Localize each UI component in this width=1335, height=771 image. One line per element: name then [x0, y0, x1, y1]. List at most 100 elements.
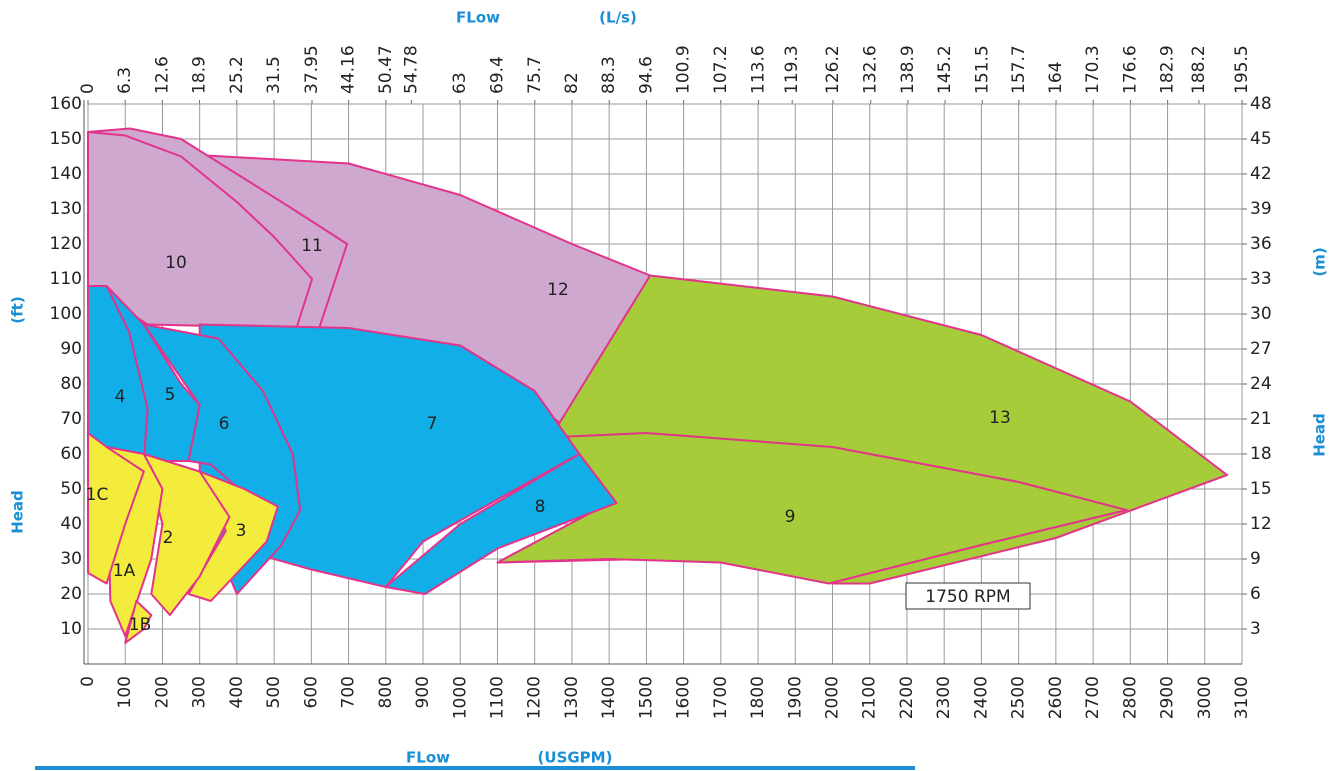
x2-tick-label: 151.5: [972, 45, 992, 94]
x-tick-label: 1400: [599, 676, 619, 719]
x2-tick-label: 126.2: [823, 45, 843, 94]
y-tick-label: 110: [50, 269, 82, 289]
region-label: 5: [165, 385, 176, 405]
x-tick-label: 1300: [562, 676, 582, 719]
region-label: 9: [785, 507, 796, 527]
y-tick-label: 60: [60, 444, 82, 464]
x-tick-label: 2100: [860, 676, 880, 719]
x2-tick-label: 12.6: [152, 56, 172, 94]
y2-title: Head: [1311, 413, 1329, 457]
x-tick-label: 1600: [674, 676, 694, 719]
y2-tick-label: 9: [1250, 549, 1261, 569]
y-tick-label: 150: [50, 129, 82, 149]
pump-region: [187, 470, 279, 602]
region-label: 7: [427, 414, 438, 434]
x-tick-label: 100: [115, 676, 135, 708]
region-label: 1A: [113, 561, 136, 581]
y-tick-label: 40: [60, 514, 82, 534]
x2-tick-label: 88.3: [599, 56, 619, 94]
y-tick-label: 80: [60, 374, 82, 394]
pump-region: [87, 432, 145, 585]
x2-tick-label: 195.5: [1232, 45, 1252, 94]
x2-tick-label: 18.9: [190, 56, 210, 94]
region-label: 13: [989, 408, 1011, 428]
x2-tick-label: 170.3: [1083, 45, 1103, 94]
region-label: 1C: [86, 485, 109, 505]
x2-tick-label: 138.9: [898, 45, 918, 94]
x2-tick-label: 94.6: [636, 56, 656, 94]
y-tick-label: 10: [60, 619, 82, 639]
x-tick-label: 2200: [897, 676, 917, 719]
x2-tick-label: 82: [562, 72, 582, 94]
y-tick-label: 160: [50, 94, 82, 114]
y-tick-label: 120: [50, 234, 82, 254]
x-tick-label: 2500: [1009, 676, 1029, 719]
x2-tick-label: 54.78: [401, 45, 421, 94]
y2-tick-label: 48: [1250, 94, 1272, 114]
y2-tick-label: 18: [1250, 444, 1272, 464]
x-tick-label: 400: [227, 676, 247, 708]
y-tick-label: 140: [50, 164, 82, 184]
region-label: 11: [301, 236, 323, 256]
x-tick-label: 600: [301, 676, 321, 708]
x2-tick-label: 113.6: [749, 45, 769, 94]
x-tick-label: 1000: [450, 676, 470, 719]
x-tick-label: 300: [190, 676, 210, 708]
x2-tick-label: 31.5: [264, 56, 284, 94]
y2-tick-label: 6: [1250, 584, 1261, 604]
y-tick-label: 50: [60, 479, 82, 499]
x2-tick-label: 188.2: [1189, 45, 1209, 94]
x-tick-label: 1200: [525, 676, 545, 719]
y-tick-label: 20: [60, 584, 82, 604]
x-tick-label: 2700: [1083, 676, 1103, 719]
x-tick-label: 2300: [934, 676, 954, 719]
region-label: 12: [547, 280, 569, 300]
y2-tick-label: 24: [1250, 374, 1272, 394]
region-label: 2: [163, 528, 174, 548]
region-label: 3: [236, 521, 247, 541]
y2-tick-label: 36: [1250, 234, 1272, 254]
x2-tick-label: 37.95: [302, 45, 322, 94]
x-tick-label: 1500: [636, 676, 656, 719]
y-title: Head: [9, 490, 27, 534]
x-tick-label: 1700: [711, 676, 731, 719]
annotation-box: [905, 582, 1031, 610]
region-label: 4: [115, 387, 126, 407]
x-tick-label: 2600: [1046, 676, 1066, 719]
x2-tick-label: 157.7: [1009, 45, 1029, 94]
y-tick-label: 70: [60, 409, 82, 429]
x2-tick-label: 25.2: [227, 56, 247, 94]
pump-region: [384, 453, 618, 595]
y2-tick-label: 33: [1250, 269, 1272, 289]
y-tick-label: 90: [60, 339, 82, 359]
x2-tick-label: 6.3: [115, 67, 135, 94]
y2-tick-label: 42: [1250, 164, 1272, 184]
x2-tick-label: 176.6: [1120, 45, 1140, 94]
x-tick-label: 200: [152, 676, 172, 708]
y-unit: (ft): [9, 296, 27, 323]
region-label: 1B: [129, 615, 151, 635]
x2-tick-label: 107.2: [711, 45, 731, 94]
y2-tick-label: 45: [1250, 129, 1272, 149]
x2-tick-label: 44.16: [339, 45, 359, 94]
x-tick-label: 1100: [487, 676, 507, 719]
x2-tick-label: 132.6: [861, 45, 881, 94]
y2-tick-label: 15: [1250, 479, 1272, 499]
annotation: 1750 RPM: [925, 587, 1010, 607]
x2-tick-label: 119.3: [782, 45, 802, 94]
region-label: 10: [165, 253, 187, 273]
pump-region: [124, 600, 153, 644]
x-tick-label: 3000: [1195, 676, 1215, 719]
x2-unit: (L/s): [599, 9, 637, 27]
x-tick-label: 2400: [971, 676, 991, 719]
x2-tick-label: 145.2: [935, 45, 955, 94]
x-tick-label: 3100: [1232, 676, 1252, 719]
x-title: FLow: [406, 749, 450, 767]
x-unit: (USGPM): [538, 749, 613, 767]
x-tick-label: 2000: [823, 676, 843, 719]
y2-tick-label: 30: [1250, 304, 1272, 324]
x2-tick-label: 50.47: [376, 45, 396, 94]
y-tick-label: 100: [50, 304, 82, 324]
x-tick-label: 800: [376, 676, 396, 708]
